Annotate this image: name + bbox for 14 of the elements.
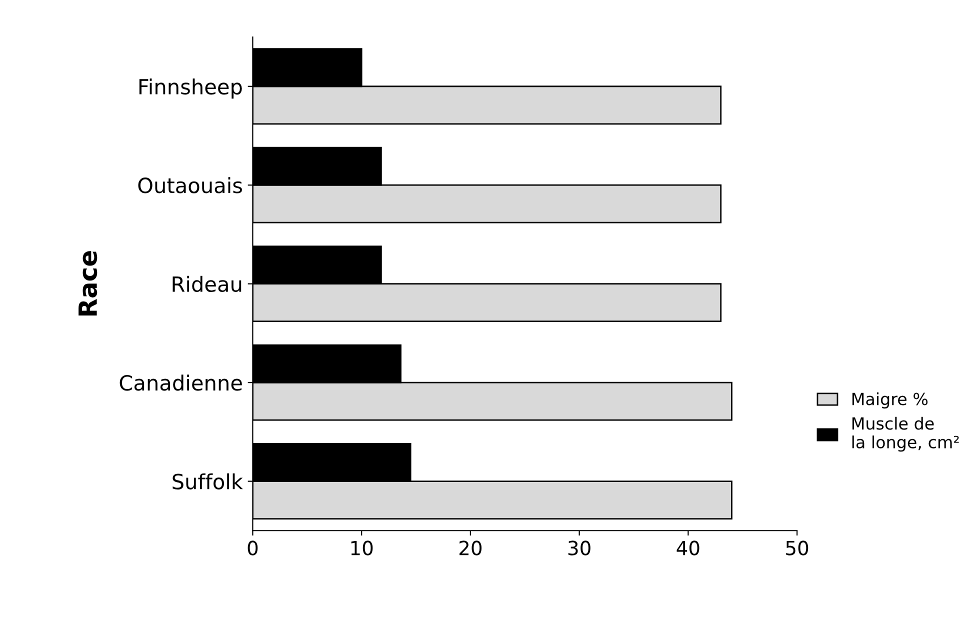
y-tick-label: Finnsheep: [139, 78, 242, 99]
x-tick-label: 0: [248, 540, 258, 556]
y-tick-label: Canadienne: [120, 374, 242, 391]
x-tick-label: 50: [786, 540, 808, 556]
x-tick-label: 30: [568, 540, 590, 556]
y-tick-label: Suffolk: [172, 473, 243, 490]
y-tick-label: Rideau: [172, 276, 242, 292]
legend-label: Muscle de la longe, cm²: [852, 416, 959, 452]
y-tick-label: Outaouais: [138, 177, 242, 194]
x-tick-label: 20: [460, 540, 482, 556]
x-tick-label: 10: [351, 540, 373, 556]
x-tick-label: 40: [676, 540, 700, 556]
y-axis-title: Race: [78, 251, 98, 316]
legend-label: Maigre %: [852, 392, 928, 409]
